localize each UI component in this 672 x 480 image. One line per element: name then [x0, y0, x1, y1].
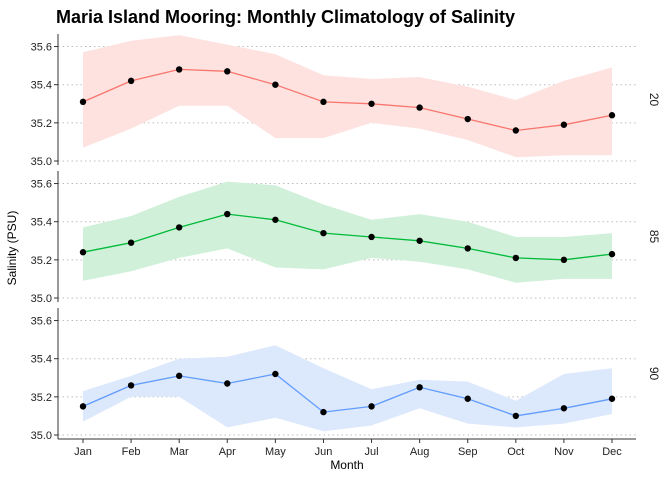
- series-line-85: [82, 213, 613, 261]
- data-point: [224, 380, 231, 387]
- y-axis-title: Salinity (PSU): [5, 211, 19, 286]
- data-point: [127, 239, 135, 246]
- y-tick-label: 35.4: [31, 217, 52, 229]
- panel-90: 35.0 35.2 35.4 35.6 90: [31, 308, 661, 442]
- data-point: [608, 395, 616, 402]
- x-tick-label: Sep: [458, 446, 478, 458]
- y-tick-label: 35.6: [31, 316, 52, 328]
- data-point: [560, 256, 568, 264]
- x-tick-label: Jan: [74, 446, 92, 458]
- data-point: [416, 384, 423, 391]
- data-point: [464, 245, 471, 252]
- data-point: [175, 224, 183, 231]
- x-tick-label: Jul: [365, 446, 379, 458]
- y-tick-label: 35.6: [31, 179, 52, 191]
- x-tick-label: Oct: [507, 446, 524, 458]
- data-point: [224, 210, 231, 218]
- y-tick-label: 35.4: [31, 80, 52, 92]
- data-point: [127, 77, 135, 85]
- data-point: [79, 98, 87, 106]
- data-point: [464, 115, 471, 123]
- x-tick-label: Apr: [219, 446, 236, 458]
- data-point: [272, 216, 279, 223]
- data-point: [224, 68, 231, 75]
- data-point: [368, 100, 375, 107]
- x-axis-title: Month: [330, 458, 363, 472]
- data-point: [127, 382, 135, 389]
- x-tick-label: Aug: [410, 446, 430, 458]
- ribbon-20: [83, 35, 612, 158]
- facet-label-85: 85: [647, 230, 661, 244]
- facet-label-20: 20: [647, 93, 661, 107]
- panels: 35.035.235.435.62035.035.235.435.68535.0…: [31, 34, 661, 442]
- y-tick-label: 35.2: [31, 392, 52, 404]
- data-point: [560, 121, 568, 128]
- y-tick-label: 35.0: [31, 293, 52, 305]
- panel-85: 35.0 35.2 35.4 35.6 85: [31, 171, 661, 305]
- data-point: [272, 81, 279, 88]
- data-point: [320, 98, 327, 106]
- data-point: [175, 66, 183, 73]
- data-point: [608, 250, 616, 258]
- ribbon-85: [83, 181, 612, 283]
- data-point: [368, 233, 375, 241]
- data-point: [512, 254, 520, 262]
- series-line-90: [82, 373, 613, 417]
- x-tick-label: Jun: [315, 446, 333, 458]
- data-point: [272, 370, 279, 378]
- y-tick-label: 35.6: [31, 42, 52, 54]
- y-tick-label: 35.2: [31, 118, 52, 130]
- data-point: [560, 405, 568, 412]
- x-tick-label: Mar: [170, 446, 189, 458]
- y-tick-label: 35.0: [31, 430, 52, 442]
- data-point: [320, 229, 327, 237]
- y-tick-label: 35.2: [31, 255, 52, 267]
- data-point: [608, 112, 616, 119]
- y-tick-label: 35.4: [31, 354, 52, 366]
- ribbon-90: [83, 345, 612, 432]
- series-line-20: [82, 68, 613, 132]
- x-tick-label: Feb: [122, 446, 141, 458]
- data-point: [416, 104, 423, 111]
- panel-20: 35.0 35.2 35.4 35.6 20: [31, 34, 661, 168]
- data-point: [79, 249, 87, 256]
- data-point: [320, 408, 327, 416]
- data-point: [512, 127, 520, 134]
- data-point: [175, 372, 183, 380]
- x-axis: Jan Feb Mar Apr May Jun Jul Aug Sep Oct Nov Dec: [58, 438, 636, 458]
- data-point: [416, 237, 423, 244]
- data-point: [79, 403, 87, 410]
- chart-title: Maria Island Mooring: Monthly Climatolog…: [56, 7, 515, 27]
- x-tick-label: May: [265, 446, 286, 458]
- data-point: [464, 395, 471, 402]
- facet-label-90: 90: [647, 367, 661, 381]
- x-tick-label: Nov: [554, 446, 574, 458]
- data-point: [368, 403, 375, 410]
- x-tick-label: Dec: [602, 446, 622, 458]
- y-tick-label: 35.0: [31, 156, 52, 168]
- data-point: [512, 412, 520, 420]
